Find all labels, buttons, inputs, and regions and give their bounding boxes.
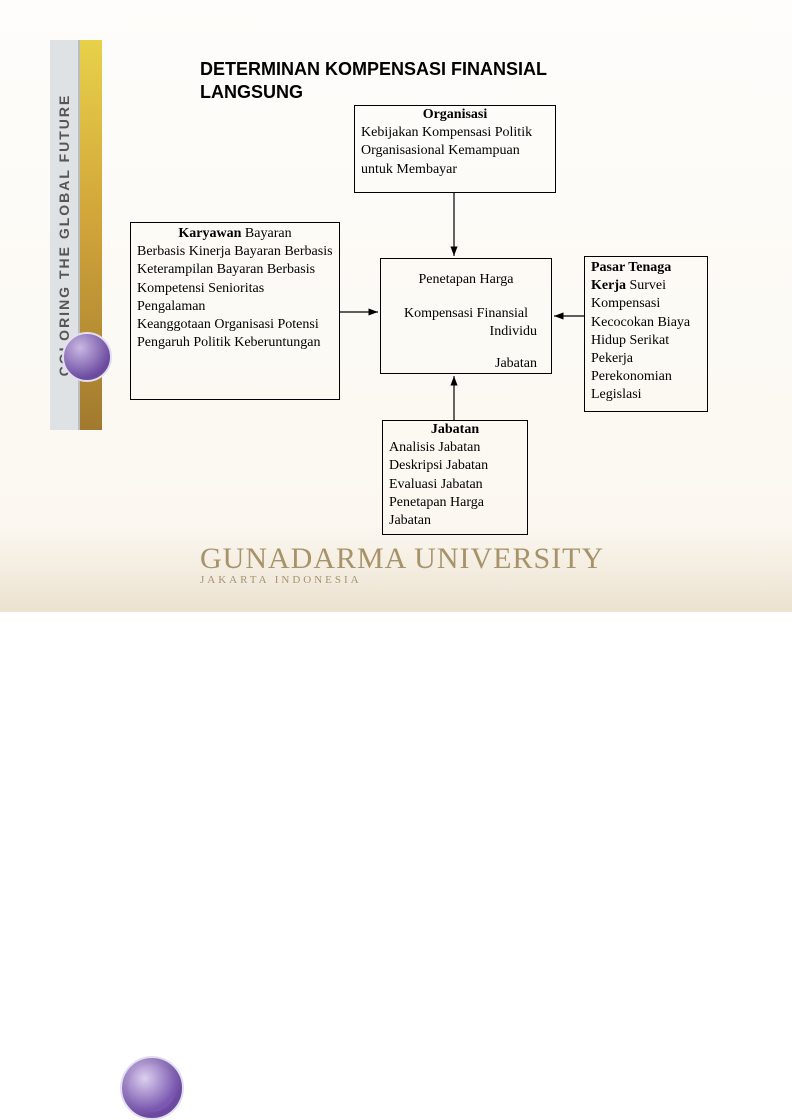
banner-text: COLORING THE GLOBAL FUTURE bbox=[56, 94, 72, 377]
box-pasar-body: Kompensasi Kecocokan Biaya Hidup Serikat… bbox=[591, 296, 690, 402]
box-pasar: Pasar Tenaga Kerja Survei Kompensasi Kec… bbox=[584, 256, 708, 412]
slide-background: COLORING THE GLOBAL FUTURE DETERMINAN KO… bbox=[0, 0, 792, 612]
box-jabatan: Jabatan Analisis Jabatan Deskripsi Jabat… bbox=[382, 420, 528, 535]
ug-logo-icon bbox=[62, 332, 112, 382]
page-title: DETERMINAN KOMPENSASI FINANSIAL LANGSUNG bbox=[200, 58, 620, 103]
center-line: Penetapan Harga bbox=[381, 271, 551, 289]
box-pasar-header-after: Survei bbox=[626, 278, 666, 293]
box-karyawan-body: Berbasis Kinerja Bayaran Berbasis Ketera… bbox=[137, 244, 333, 350]
center-line: Jabatan bbox=[381, 355, 551, 373]
center-line: Individu bbox=[381, 323, 551, 341]
ug-footer-logo-icon bbox=[120, 1056, 184, 1120]
box-organisasi-header: Organisasi bbox=[355, 106, 555, 124]
center-line: Kompensasi Finansial bbox=[381, 305, 551, 323]
box-organisasi: Organisasi Kebijakan Kompensasi Politik … bbox=[354, 105, 556, 193]
box-karyawan-header: Karyawan bbox=[178, 226, 241, 241]
brand: GUNADARMA UNIVERSITY JAKARTA INDONESIA bbox=[200, 542, 604, 586]
brand-name: GUNADARMA UNIVERSITY bbox=[200, 542, 604, 576]
box-jabatan-header: Jabatan bbox=[383, 421, 527, 439]
box-karyawan-header-after: Bayaran bbox=[241, 226, 291, 241]
box-jabatan-body: Analisis Jabatan Deskripsi Jabatan Evalu… bbox=[383, 439, 527, 534]
box-center: Penetapan Harga Kompensasi FinansialIndiv… bbox=[380, 258, 552, 374]
box-karyawan: Karyawan Bayaran Berbasis Kinerja Bayara… bbox=[130, 222, 340, 400]
footer: GUNADARMA UNIVERSITY JAKARTA INDONESIA bbox=[0, 526, 792, 612]
box-organisasi-body: Kebijakan Kompensasi Politik Organisasio… bbox=[355, 124, 555, 183]
